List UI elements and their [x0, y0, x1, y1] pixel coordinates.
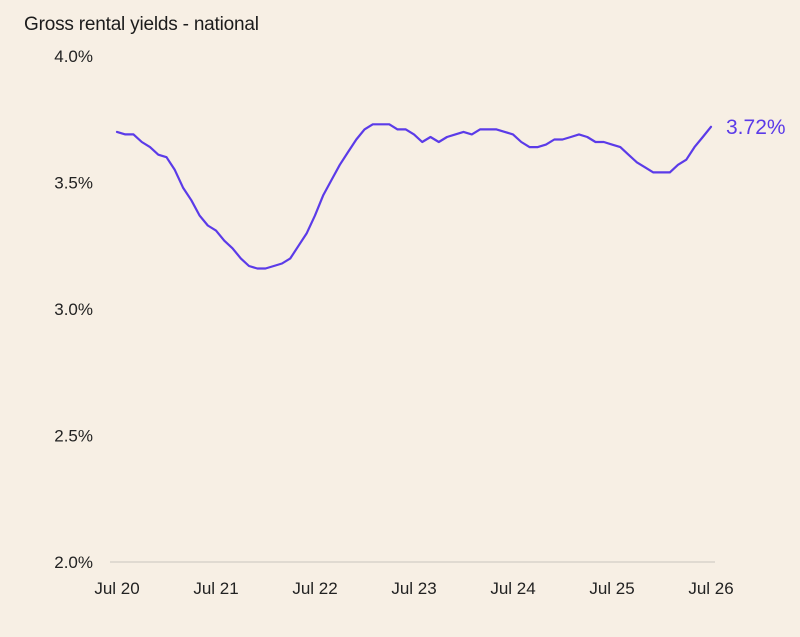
end-value-label: 3.72% — [726, 116, 786, 139]
x-tick-label: Jul 24 — [490, 579, 535, 598]
y-tick-labels: 2.0% 2.5% 3.0% 3.5% 4.0% — [54, 47, 93, 572]
y-tick-label: 3.0% — [54, 300, 93, 319]
x-tick-label: Jul 26 — [688, 579, 733, 598]
chart-title: Gross rental yields - national — [24, 14, 259, 35]
x-tick-label: Jul 20 — [94, 579, 139, 598]
y-tick-label: 2.5% — [54, 427, 93, 446]
x-tick-labels: Jul 20 Jul 21 Jul 22 Jul 23 Jul 24 Jul 25 Jul … — [94, 579, 733, 598]
y-tick-label: 2.0% — [54, 553, 93, 572]
x-tick-label: Jul 21 — [193, 579, 238, 598]
y-tick-label: 3.5% — [54, 174, 93, 193]
series-line — [115, 123, 713, 270]
x-tick-label: Jul 23 — [391, 579, 436, 598]
y-tick-label: 4.0% — [54, 47, 93, 66]
x-tick-label: Jul 22 — [292, 579, 337, 598]
x-tick-label: Jul 25 — [589, 579, 634, 598]
